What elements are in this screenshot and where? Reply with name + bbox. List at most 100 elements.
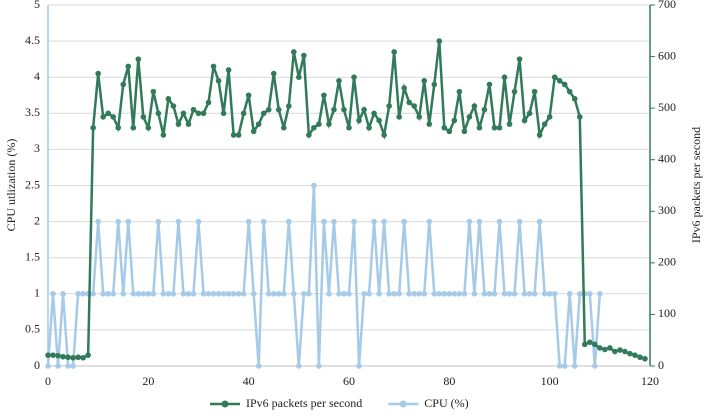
point: [105, 110, 111, 117]
point: [80, 354, 86, 361]
point: [260, 218, 267, 225]
point: [511, 291, 518, 297]
point: [205, 99, 212, 106]
point: [446, 291, 453, 297]
point: [170, 103, 177, 109]
point: [431, 81, 438, 88]
point: [125, 63, 132, 70]
point: [65, 354, 71, 361]
y-tick-label: 2: [34, 213, 40, 227]
point: [90, 124, 96, 131]
point: [531, 291, 538, 297]
point: [456, 88, 463, 95]
point: [160, 291, 167, 297]
point: [341, 291, 347, 297]
point: [597, 345, 603, 351]
point: [240, 110, 247, 117]
y2-tick-label: 700: [658, 0, 676, 11]
point: [331, 218, 337, 225]
point: [55, 363, 61, 369]
point: [592, 363, 598, 369]
point: [546, 291, 553, 297]
point: [95, 70, 101, 77]
point: [581, 341, 588, 348]
point: [341, 106, 347, 113]
point: [556, 363, 563, 369]
point: [346, 291, 352, 297]
point: [566, 88, 573, 95]
point: [150, 291, 157, 297]
point: [316, 363, 322, 369]
point: [260, 110, 267, 117]
point: [70, 363, 76, 369]
point: [301, 291, 307, 297]
point: [456, 291, 463, 297]
y-tick-label: 3.5: [25, 105, 40, 119]
point: [401, 218, 407, 225]
point: [471, 291, 478, 297]
point: [321, 218, 327, 225]
point: [115, 124, 122, 131]
point: [436, 291, 443, 297]
point: [135, 291, 142, 297]
point: [255, 363, 262, 369]
series-line: [46, 185, 602, 368]
point: [45, 363, 51, 369]
point: [275, 291, 282, 297]
point: [366, 291, 372, 297]
point: [526, 291, 533, 297]
point: [336, 78, 342, 84]
point: [145, 124, 152, 131]
point: [546, 114, 553, 120]
point: [612, 348, 618, 355]
point: [145, 291, 152, 297]
point: [627, 350, 633, 357]
point: [291, 291, 297, 297]
point: [195, 110, 202, 117]
point: [220, 291, 227, 297]
point: [632, 352, 638, 358]
point: [265, 106, 272, 113]
point: [411, 103, 418, 109]
y-tick-label: 4.5: [25, 33, 40, 47]
point: [476, 124, 483, 131]
point: [165, 291, 172, 297]
point: [622, 348, 628, 355]
point: [561, 363, 568, 369]
point: [381, 132, 387, 138]
point: [451, 117, 458, 124]
point: [280, 124, 287, 131]
y2-axis-label: IPv6 packets per second: [689, 127, 703, 243]
point: [416, 291, 423, 297]
point: [180, 291, 187, 297]
point: [311, 124, 317, 131]
point: [371, 218, 377, 225]
x-tick-label: 40: [243, 374, 255, 388]
point: [481, 291, 488, 297]
point: [466, 114, 473, 120]
point: [225, 291, 232, 297]
point: [461, 291, 468, 297]
point: [215, 291, 222, 297]
point: [270, 70, 277, 77]
point: [175, 121, 182, 127]
point: [60, 353, 66, 360]
point: [296, 363, 302, 369]
point: [386, 103, 392, 109]
point: [536, 132, 543, 138]
point: [366, 124, 372, 131]
point: [511, 88, 518, 95]
x-tick-label: 120: [641, 374, 659, 388]
point: [150, 88, 157, 95]
point: [185, 121, 192, 127]
point: [496, 124, 503, 131]
point: [436, 38, 443, 44]
point: [617, 347, 623, 353]
y2-tick-label: 0: [658, 358, 664, 372]
point: [481, 106, 488, 113]
point: [240, 291, 247, 297]
point: [80, 291, 86, 297]
y2-tick-label: 500: [658, 100, 676, 114]
point: [205, 291, 212, 297]
legend-marker: [399, 400, 407, 408]
